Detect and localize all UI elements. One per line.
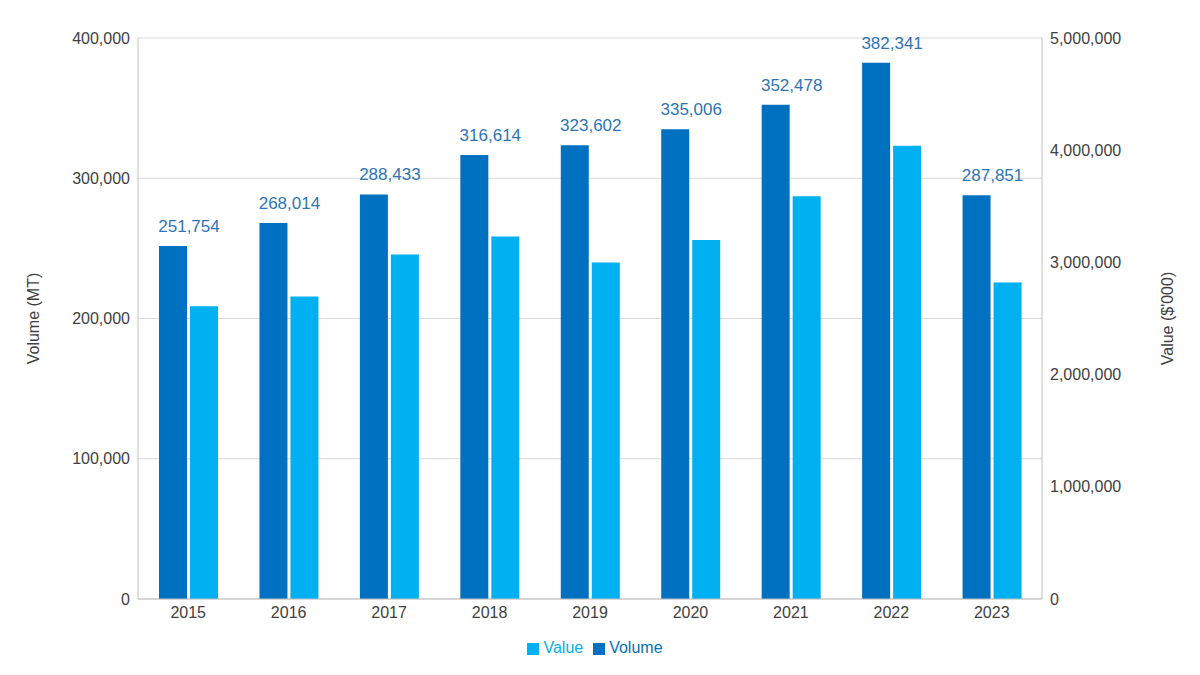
svg-text:2016: 2016 <box>271 604 307 621</box>
svg-text:4,000,000: 4,000,000 <box>1050 142 1121 159</box>
svg-text:2018: 2018 <box>472 604 508 621</box>
svg-text:268,014: 268,014 <box>259 194 320 213</box>
svg-text:2,000,000: 2,000,000 <box>1050 366 1121 383</box>
svg-text:0: 0 <box>1050 591 1059 608</box>
svg-text:2023: 2023 <box>974 604 1010 621</box>
svg-text:2020: 2020 <box>673 604 709 621</box>
svg-text:335,006: 335,006 <box>660 100 721 119</box>
svg-text:316,614: 316,614 <box>460 126 521 145</box>
svg-text:2019: 2019 <box>572 604 608 621</box>
svg-text:1,000,000: 1,000,000 <box>1050 478 1121 495</box>
svg-text:Volume (MT): Volume (MT) <box>25 273 42 365</box>
svg-text:300,000: 300,000 <box>72 170 130 187</box>
svg-text:0: 0 <box>121 591 130 608</box>
svg-text:2021: 2021 <box>773 604 809 621</box>
svg-text:288,433: 288,433 <box>359 165 420 184</box>
svg-text:100,000: 100,000 <box>72 450 130 467</box>
svg-text:2015: 2015 <box>170 604 206 621</box>
svg-text:382,341: 382,341 <box>861 34 922 53</box>
html-text:Volume: Volume <box>609 639 663 656</box>
svg-text:352,478: 352,478 <box>761 76 822 95</box>
svg-text:251,754: 251,754 <box>158 217 219 236</box>
svg-text:2022: 2022 <box>874 604 910 621</box>
svg-text:323,602: 323,602 <box>560 116 621 135</box>
svg-text:5,000,000: 5,000,000 <box>1050 30 1121 47</box>
svg-text:287,851: 287,851 <box>962 166 1023 185</box>
svg-text:Value ($'000): Value ($'000) <box>1159 272 1176 365</box>
html-text:Value: Value <box>543 639 584 656</box>
svg-text:400,000: 400,000 <box>72 30 130 47</box>
svg-text:2017: 2017 <box>371 604 407 621</box>
svg-text:3,000,000: 3,000,000 <box>1050 254 1121 271</box>
svg-text:200,000: 200,000 <box>72 310 130 327</box>
